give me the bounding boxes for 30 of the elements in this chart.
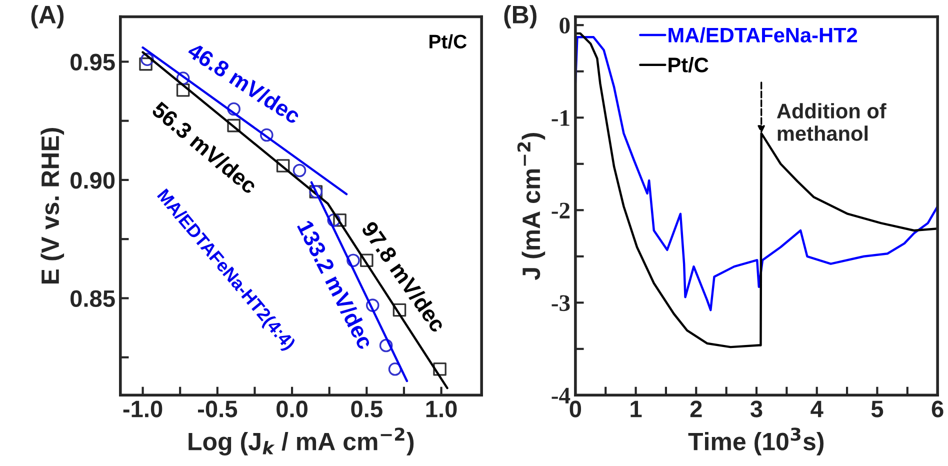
x-axis-title: Time (10$^{3}$s) <box>688 428 824 456</box>
chart-title: (A) <box>31 5 64 28</box>
x-tick-label: 6 <box>932 400 944 418</box>
x-axis-title: Log (J$_{k}$ / mA cm$^{−2}$) <box>188 428 414 456</box>
y-tick-label: 0.85 <box>70 290 115 307</box>
x-tick-label: 2 <box>690 400 702 418</box>
y-tick-label: 0.95 <box>70 54 115 70</box>
x-tick-label: 0 <box>570 400 582 418</box>
annotation: Pt/C <box>430 34 467 49</box>
y-tick-label: -2 <box>552 202 570 218</box>
x-tick-label: -0.5 <box>198 400 238 418</box>
x-tick-label: 1.0 <box>426 400 457 418</box>
y-tick-label: 0.90 <box>70 172 115 189</box>
y-tick-label: -3 <box>552 295 570 312</box>
chart-title: (B) <box>504 5 536 28</box>
legend-label: MA/EDTAFeNa-HT2 <box>668 27 858 43</box>
y-tick-label: -4 <box>552 388 570 404</box>
legend-label: Pt/C <box>668 57 708 73</box>
x-tick-label: 5 <box>871 400 884 418</box>
y-axis-title: E (V vs. RHE) <box>40 128 64 284</box>
x-tick-label: 4 <box>810 400 824 418</box>
x-tick-label: -1.0 <box>123 400 162 418</box>
x-tick-label: 0.0 <box>276 400 308 418</box>
y-axis-title: J (mA cm$^{−2}$) <box>517 132 546 280</box>
x-tick-label: 0.5 <box>351 400 382 418</box>
y-tick-label: -1 <box>552 110 570 126</box>
x-tick-label: 3 <box>750 400 762 418</box>
y-tick-label: 0 <box>560 18 570 34</box>
x-tick-label: 1 <box>630 400 642 418</box>
annotation: Addition of methanol <box>776 103 886 141</box>
